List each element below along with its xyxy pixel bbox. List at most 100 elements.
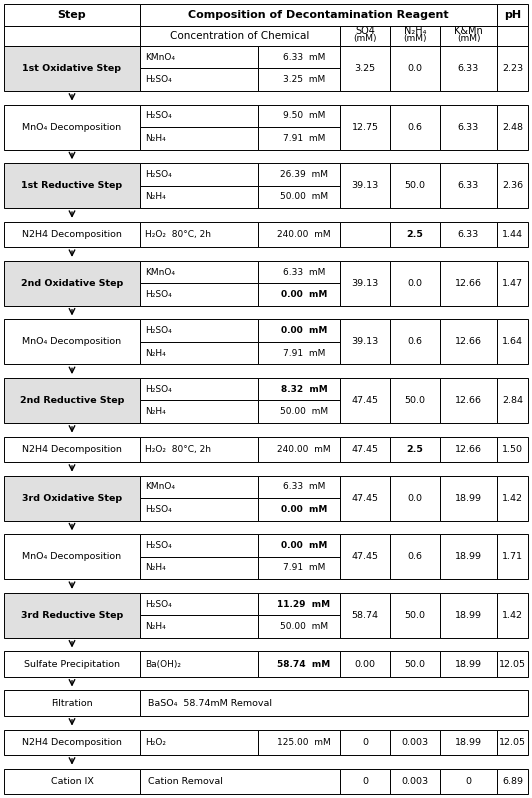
Bar — [390, 437, 440, 462]
Text: 39.13: 39.13 — [351, 279, 379, 288]
Bar — [390, 26, 440, 46]
Text: H₂O₂  80°C, 2h: H₂O₂ 80°C, 2h — [145, 444, 211, 454]
Text: 240.00  mM: 240.00 mM — [277, 230, 331, 239]
Bar — [258, 163, 340, 186]
Bar — [140, 615, 258, 638]
Bar — [140, 768, 340, 794]
Bar — [140, 534, 258, 557]
Text: 2.5: 2.5 — [406, 230, 423, 239]
Bar — [390, 222, 440, 247]
Text: 50.0: 50.0 — [404, 660, 426, 669]
Bar — [390, 46, 440, 91]
Bar — [440, 593, 497, 638]
Text: 1st Reductive Step: 1st Reductive Step — [21, 181, 122, 190]
Text: 3rd Reductive Step: 3rd Reductive Step — [21, 610, 123, 620]
Text: H₂SO₄: H₂SO₄ — [145, 75, 172, 85]
Text: 12.05: 12.05 — [499, 660, 526, 669]
Bar — [497, 437, 528, 462]
Text: Cation IX: Cation IX — [51, 776, 94, 786]
Bar — [340, 319, 390, 365]
Bar — [497, 222, 528, 247]
Bar — [390, 729, 440, 755]
Bar — [258, 69, 340, 91]
Bar — [390, 261, 440, 306]
Text: 6.33  mM: 6.33 mM — [283, 267, 325, 277]
Bar — [258, 105, 340, 127]
Bar — [140, 319, 258, 342]
Bar — [440, 163, 497, 208]
Text: 12.66: 12.66 — [455, 444, 482, 454]
Bar — [390, 319, 440, 365]
Text: 8.32  mM: 8.32 mM — [280, 385, 327, 393]
Text: 125.00  mM: 125.00 mM — [277, 737, 331, 747]
Text: 2.84: 2.84 — [502, 396, 523, 405]
Text: 3.25  mM: 3.25 mM — [283, 75, 325, 85]
Bar — [140, 342, 258, 365]
Bar — [4, 593, 140, 638]
Bar — [340, 222, 390, 247]
Bar — [497, 261, 528, 306]
Bar — [440, 26, 497, 46]
Bar — [340, 729, 390, 755]
Bar — [4, 26, 140, 46]
Text: H₂SO₄: H₂SO₄ — [145, 326, 172, 335]
Bar — [258, 127, 340, 149]
Bar — [440, 534, 497, 579]
Text: 0.003: 0.003 — [402, 737, 429, 747]
Text: 12.66: 12.66 — [455, 396, 482, 405]
Text: KMnO₄: KMnO₄ — [145, 482, 175, 492]
Bar — [340, 593, 390, 638]
Text: 0.003: 0.003 — [402, 776, 429, 786]
Bar — [140, 4, 497, 26]
Text: 2.23: 2.23 — [502, 64, 523, 73]
Bar — [440, 729, 497, 755]
Bar — [258, 222, 340, 247]
Bar — [4, 4, 140, 26]
Bar — [440, 319, 497, 365]
Bar — [140, 46, 258, 69]
Text: Filtration: Filtration — [51, 699, 93, 708]
Text: N2H4 Decomposition: N2H4 Decomposition — [22, 230, 122, 239]
Text: H₂O₂: H₂O₂ — [145, 737, 166, 747]
Bar — [140, 690, 528, 716]
Bar — [497, 534, 528, 579]
Text: 6.33  mM: 6.33 mM — [283, 482, 325, 492]
Text: 6.89: 6.89 — [502, 776, 523, 786]
Text: 58.74: 58.74 — [352, 610, 378, 620]
Text: 6.33: 6.33 — [458, 123, 479, 132]
Bar — [390, 593, 440, 638]
Bar — [140, 557, 258, 579]
Bar — [4, 222, 140, 247]
Bar — [440, 378, 497, 423]
Bar — [4, 476, 140, 520]
Bar — [340, 378, 390, 423]
Text: 6.33  mM: 6.33 mM — [283, 53, 325, 61]
Text: KMnO₄: KMnO₄ — [145, 267, 175, 277]
Bar — [497, 593, 528, 638]
Bar — [140, 163, 258, 186]
Text: 26.39  mM: 26.39 mM — [280, 170, 328, 179]
Bar — [497, 768, 528, 794]
Bar — [4, 261, 140, 306]
Bar — [497, 729, 528, 755]
Text: 0.00  mM: 0.00 mM — [281, 326, 327, 335]
Text: 47.45: 47.45 — [352, 494, 378, 503]
Bar — [4, 690, 140, 716]
Bar — [440, 105, 497, 149]
Text: MnO₄ Decomposition: MnO₄ Decomposition — [22, 338, 122, 346]
Bar — [4, 319, 140, 365]
Text: 50.0: 50.0 — [404, 610, 426, 620]
Text: 12.66: 12.66 — [455, 338, 482, 346]
Text: Step: Step — [57, 10, 86, 20]
Bar — [4, 46, 140, 91]
Bar — [140, 222, 258, 247]
Bar — [4, 651, 140, 677]
Bar — [258, 401, 340, 423]
Bar — [340, 534, 390, 579]
Text: N2H4 Decomposition: N2H4 Decomposition — [22, 444, 122, 454]
Text: 0.0: 0.0 — [408, 494, 422, 503]
Bar — [4, 105, 140, 149]
Text: 50.0: 50.0 — [404, 181, 426, 190]
Text: 2.36: 2.36 — [502, 181, 523, 190]
Bar — [258, 534, 340, 557]
